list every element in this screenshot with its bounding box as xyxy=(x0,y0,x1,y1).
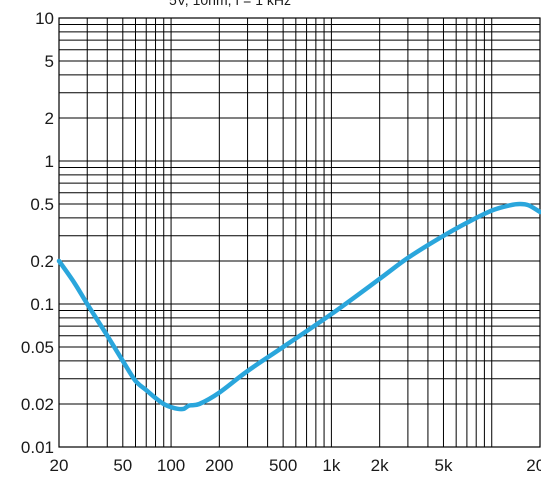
x-tick-labels: 20 50 100 200 500 1k 2k 5k 20k xyxy=(50,456,541,475)
x-tick-label: 1k xyxy=(322,456,340,475)
y-tick-label: 0.05 xyxy=(21,338,54,357)
y-tick-label: 0.01 xyxy=(21,438,54,457)
y-tick-label: 0.2 xyxy=(30,252,54,271)
chart-title: 5V, 10hm, f = 1 kHz xyxy=(169,0,291,8)
x-tick-label: 5k xyxy=(434,456,452,475)
y-tick-label: 2 xyxy=(45,109,54,128)
y-tick-label: 0.02 xyxy=(21,395,54,414)
x-tick-label: 500 xyxy=(269,456,297,475)
x-tick-label: 20k xyxy=(526,456,541,475)
y-tick-label: 0.5 xyxy=(30,195,54,214)
x-tick-label: 50 xyxy=(113,456,132,475)
x-tick-label: 100 xyxy=(157,456,185,475)
grid xyxy=(59,18,540,447)
y-tick-label: 5 xyxy=(45,52,54,71)
y-tick-label: 10 xyxy=(35,9,54,28)
x-tick-label: 200 xyxy=(205,456,233,475)
y-tick-label: 0.1 xyxy=(30,295,54,314)
x-tick-label: 2k xyxy=(371,456,389,475)
x-tick-label: 20 xyxy=(50,456,69,475)
y-tick-labels: 10 5 2 1 0.5 0.2 0.1 0.05 0.02 0.01 xyxy=(21,9,54,457)
y-tick-label: 1 xyxy=(45,152,54,171)
plot-frame xyxy=(59,18,540,447)
